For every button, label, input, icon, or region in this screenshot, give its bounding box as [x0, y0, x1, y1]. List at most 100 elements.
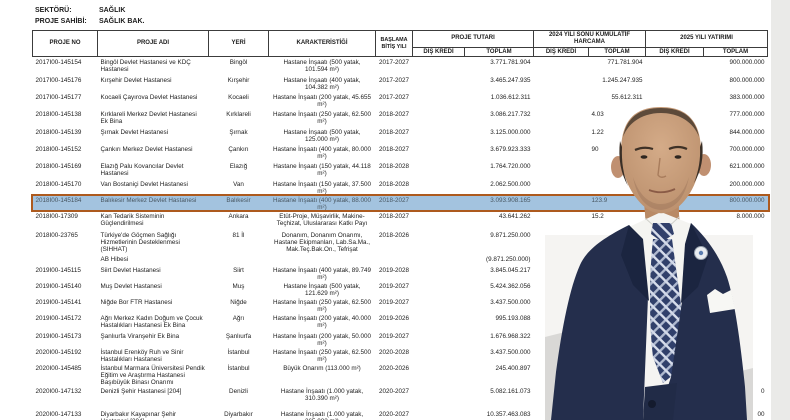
cell-years: 2019-2028 [378, 266, 410, 274]
col-yeri: YERİ [208, 29, 269, 58]
cell-y25-top: 800.000.000 [703, 194, 768, 211]
cell-name: Diyarbakır Kayapınar Şehir Hastanesi [20… [100, 410, 177, 420]
portrait-photo [545, 57, 753, 420]
cell-years: 2019-2026 [378, 314, 410, 322]
cell-spec: Hastane İnşaatı (500 yatak, 101.594 m²) [283, 59, 361, 74]
cell-spec: Hastane İnşaatı (400 yatak, 88.000 m²) [268, 194, 376, 211]
cell-place: İstanbul [227, 348, 250, 356]
cell-name: Çankırı Merkez Devlet Hastanesi [100, 145, 193, 153]
report-meta: SEKTÖRÜ: SAĞLIK PROJE SAHİBİ: SAĞLIK BAK… [35, 6, 144, 27]
col-dis-kredi-3: DIŞ KREDİ [645, 46, 705, 58]
cell-pt-top: 5.082.161.073 [490, 387, 531, 395]
table-row: 2019I00-145115 Siirt Devlet Hastanesi Siir… [33, 265, 768, 281]
cell-years: 2018-2027 [378, 110, 410, 118]
cell-y25-top: 00 [757, 410, 765, 418]
cell-no: 2018I00-145169 [35, 162, 82, 170]
cell-no: 2020I00-147133 [35, 410, 82, 418]
cell-pt-top: 1.764.720.000 [490, 162, 531, 170]
col-toplam-2: TOPLAM [587, 46, 647, 58]
cell-pt-top: 3.437.500.000 [490, 298, 531, 306]
cell-pt-dis [413, 144, 465, 161]
col-group-2025-yatirim: 2025 YILI YATIRIMI [645, 30, 769, 48]
cell-pt-top: 3.093.908.165 [464, 194, 534, 211]
table-row: 2018I00-145139 Şırnak Devlet Hastanesi Şır… [33, 127, 768, 144]
cell-spec: Hastane İnşaatı (500 yatak, 125.000 m²) [283, 128, 361, 143]
cell-years [376, 254, 413, 265]
col-dis-kredi-1: DIŞ KREDİ [412, 46, 465, 58]
cell-spec: Hastane İnşaatı (200 yatak, 45.655 m²) [272, 93, 372, 108]
cell-pt-dis [413, 127, 465, 144]
table-row: 2018I00-145184 Balıkesir Merkez Devlet Ha… [32, 194, 768, 211]
cell-y25-top: 200.000.000 [729, 180, 765, 188]
cell-pt-top: 10.357.463.083 [486, 410, 531, 418]
cell-place: Muş [232, 282, 245, 290]
col-proje-adi: PROJE ADI [97, 29, 209, 58]
cell-years: 2018-2027 [378, 212, 410, 220]
table-row: 2018I00-145152 Çankırı Merkez Devlet Hast… [33, 144, 768, 161]
col-baslama-bitis: BAŞLAMA BİTİŞ YILI [375, 29, 413, 58]
cell-y25-top: 800.000.000 [729, 76, 765, 84]
cell-c24-top: 1.22 [591, 128, 604, 136]
table-row: 2020I00-145192 İstanbul Erenköy Ruh ve Si… [33, 347, 768, 363]
cell-spec: Hastane İnşaatı (150 yatak, 37.500 m²) [272, 180, 372, 195]
table-subrow: AB Hibesi (9.871.250.000) [33, 254, 768, 265]
cell-place: Kırşehir [227, 76, 250, 84]
cell-pt-dis [412, 194, 465, 211]
cell-no: 2018I00-17309 [35, 212, 78, 220]
cell-pt-top: 9.871.250.000 [490, 231, 531, 239]
cell-pt-dis [413, 254, 465, 265]
cell-years: 2020-2027 [378, 410, 410, 418]
cell-pt-top: 3.086.217.732 [490, 110, 531, 118]
cell-pt-dis [413, 313, 465, 331]
cell-place: Kırklareli [226, 110, 251, 118]
cell-pt-top: 3.437.500.000 [490, 348, 531, 356]
cell-years: 2020-2027 [378, 387, 410, 395]
cell-pt-top: 43.641.262 [498, 212, 531, 220]
cell-y25-top: 621.000.000 [729, 162, 765, 170]
table-row: 2017I00-145176 Kırşehir Devlet Hastanesi K… [33, 75, 768, 92]
cell-years: 2017-2027 [378, 76, 410, 84]
cell-c24-top: 15.2 [591, 212, 604, 220]
cell-name: Türkiye'de Göçmen Sağlığı Hizmetlerinin … [100, 231, 180, 253]
cell-pt-top: (9.871.250.000) [486, 255, 531, 263]
table-row: 2017I00-145177 Kocaeli Çayırova Devlet Ha… [33, 92, 768, 109]
cell-no: 2020I00-147132 [35, 387, 82, 395]
table-row: 2019I00-145172 Ağrı Merkez Kadın Doğum ve… [33, 313, 768, 331]
cell-c24-top: 123.9 [588, 194, 646, 211]
cell-name: Muş Devlet Hastanesi [100, 282, 162, 290]
table-row: 2018I00-145170 Van Bostaniçi Devlet Hasta… [33, 179, 768, 195]
col-toplam-3: TOPLAM [703, 46, 769, 58]
cell-pt-dis [413, 297, 465, 313]
owner-value: SAĞLIK BAK. [98, 17, 145, 25]
sector-label: SEKTÖRÜ: [35, 7, 72, 14]
cell-spec: Hastane İnşaatı (500 yatak, 121.629 m²) [283, 282, 361, 297]
cell-spec: Etüt-Proje, Müşavirlik, Makine-Teçhizat,… [276, 212, 368, 227]
cell-years: 2018-2027 [378, 145, 410, 153]
cell-pt-dis [413, 161, 465, 179]
cell-pt-dis [413, 409, 465, 420]
cell-place: Siirt [233, 266, 244, 274]
col-karakteristigi: KARAKTERİSTİĞİ [268, 29, 376, 58]
cell-years: 2019-2027 [378, 282, 410, 290]
cell-place: Ağrı [232, 314, 245, 322]
cell-place: Elazığ [229, 162, 248, 170]
cell-pt-top: 995.193.088 [495, 314, 531, 322]
col-toplam-1: TOPLAM [464, 46, 534, 58]
cell-years: 2020-2028 [378, 348, 410, 356]
cell-pt-dis [413, 265, 465, 281]
cell-place: Ankara [228, 212, 249, 220]
page-edge-strip [771, 0, 790, 420]
cell-years: 2018-2028 [378, 162, 410, 170]
cell-years: 2020-2026 [378, 364, 410, 372]
cell-pt-top: 3.771.781.904 [490, 59, 531, 67]
owner-label: PROJE SAHİBİ: [35, 17, 87, 25]
cell-no: 2019I00-145172 [35, 314, 82, 322]
cell-pt-top: 1.036.612.311 [490, 93, 531, 101]
table-row: 2020I00-145485 İstanbul Marmara Üniversit… [33, 363, 768, 386]
cell-no: 2018I00-145184 [32, 194, 98, 211]
cell-name: İstanbul Erenköy Ruh ve Sinir Hastalıkla… [100, 348, 184, 363]
cell-no: 2018I00-145152 [35, 145, 82, 153]
cell-y25-top: 900.000.000 [729, 59, 765, 67]
cell-spec [269, 254, 376, 265]
